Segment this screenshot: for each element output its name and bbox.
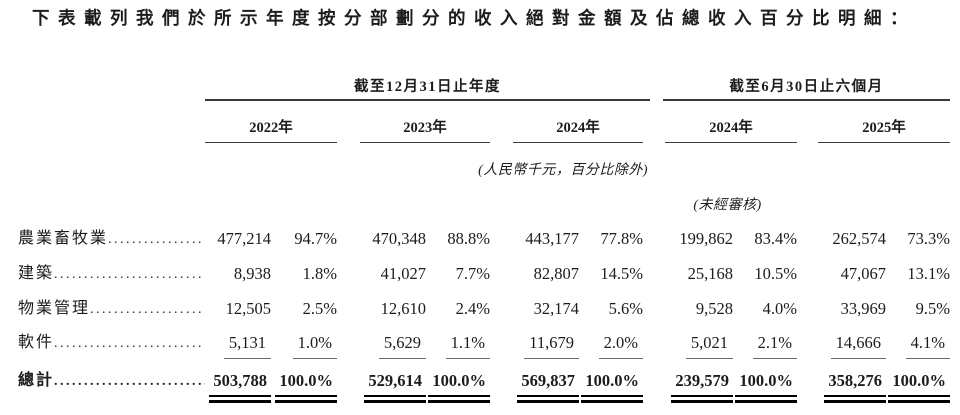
- table-cell: 477,214: [217, 229, 271, 248]
- year-header-2025-interim: 2025年: [862, 120, 906, 136]
- table-cell: 47,067: [840, 264, 886, 283]
- row-label: 農業畜牧業: [18, 230, 109, 247]
- year-rule: [513, 142, 643, 144]
- table-cell: 73.3%: [907, 229, 950, 248]
- table-cell: 2.0%: [579, 333, 643, 359]
- table-cell: 2.4%: [455, 299, 490, 318]
- annual-group-rule: [205, 99, 650, 101]
- unaudited-note: (未經審核): [693, 198, 762, 213]
- table-cell: 7.7%: [455, 264, 490, 283]
- row-label-cell: 農業畜牧業: [18, 229, 205, 250]
- dot-leader: [54, 372, 205, 392]
- table-cell: 4.0%: [762, 299, 797, 318]
- table-cell: 5,131: [205, 333, 271, 359]
- total-cell: 529,614: [360, 371, 426, 403]
- year-rule: [205, 142, 337, 144]
- table-cell: 14.5%: [600, 264, 643, 283]
- row-label: 建築: [18, 265, 55, 282]
- dot-leader: [108, 230, 205, 250]
- total-cell: 100.0%: [271, 371, 337, 403]
- column-group-annual-header: 截至12月31日止年度: [354, 79, 501, 95]
- table-cell: 9.5%: [915, 299, 950, 318]
- year-header-2024-interim: 2024年: [709, 120, 753, 136]
- table-cell: 262,574: [832, 229, 886, 248]
- row-label-cell: 建築: [18, 264, 205, 285]
- table-cell: 33,969: [840, 299, 886, 318]
- table-cell: 83.4%: [754, 229, 797, 248]
- column-group-interim-header: 截至6月30日止六個月: [729, 79, 884, 95]
- total-cell: 239,579: [665, 371, 733, 403]
- table-cell: 470,348: [372, 229, 426, 248]
- table-row-construction: 建築 8,938 1.8% 41,027 7.7% 82,807 14.5% 2…: [0, 264, 960, 286]
- table-cell: 25,168: [687, 264, 733, 283]
- table-row-total: 總計 503,788 100.0% 529,614 100.0% 569,837…: [0, 371, 960, 403]
- year-rule: [665, 142, 797, 144]
- dot-leader: [54, 265, 205, 285]
- table-cell: 32,174: [533, 299, 579, 318]
- total-cell: 503,788: [205, 371, 271, 403]
- table-row-software: 軟件 5,131 1.0% 5,629 1.1% 11,679 2.0% 5,0…: [0, 333, 960, 359]
- row-label-cell: 總計: [18, 371, 205, 392]
- table-cell: 41,027: [380, 264, 426, 283]
- table-cell: 5.6%: [608, 299, 643, 318]
- interim-group-rule: [663, 99, 950, 101]
- total-cell: 569,837: [513, 371, 579, 403]
- total-cell: 100.0%: [733, 371, 797, 403]
- table-cell: 12,505: [225, 299, 271, 318]
- table-cell: 14,666: [818, 333, 886, 359]
- row-label: 物業管理: [18, 300, 91, 317]
- table-cell: 199,862: [679, 229, 733, 248]
- table-cell: 10.5%: [754, 264, 797, 283]
- table-cell: 12,610: [380, 299, 426, 318]
- table-cell: 1.8%: [302, 264, 337, 283]
- table-cell: 4.1%: [886, 333, 950, 359]
- table-cell: 2.1%: [733, 333, 797, 359]
- table-row-property-management: 物業管理 12,505 2.5% 12,610 2.4% 32,174 5.6%…: [0, 299, 960, 321]
- table-cell: 8,938: [233, 264, 271, 283]
- table-cell: 1.1%: [426, 333, 490, 359]
- table-cell: 11,679: [513, 333, 579, 359]
- row-label-cell: 軟件: [18, 333, 205, 354]
- table-cell: 77.8%: [600, 229, 643, 248]
- table-cell: 5,629: [360, 333, 426, 359]
- year-header-2023: 2023年: [403, 120, 447, 136]
- table-cell: 2.5%: [302, 299, 337, 318]
- dot-leader: [54, 334, 205, 354]
- table-cell: 88.8%: [447, 229, 490, 248]
- year-rule: [818, 142, 950, 144]
- total-cell: 100.0%: [426, 371, 490, 403]
- intro-paragraph: 下表載列我們於所示年度按分部劃分的收入絕對金額及佔總收入百分比明細：: [32, 8, 916, 28]
- table-cell: 1.0%: [271, 333, 337, 359]
- table-cell: 82,807: [533, 264, 579, 283]
- table-cell: 94.7%: [294, 229, 337, 248]
- row-label: 軟件: [18, 334, 55, 351]
- table-cell: 5,021: [665, 333, 733, 359]
- table-cell: 9,528: [695, 299, 733, 318]
- total-cell: 358,276: [818, 371, 886, 403]
- table-row-agriculture: 農業畜牧業 477,214 94.7% 470,348 88.8% 443,17…: [0, 229, 960, 251]
- year-header-2022: 2022年: [249, 120, 293, 136]
- currency-unit-note: (人民幣千元，百分比除外): [478, 163, 648, 178]
- table-cell: 13.1%: [907, 264, 950, 283]
- year-rule: [360, 142, 490, 144]
- dot-leader: [90, 300, 205, 320]
- table-cell: 443,177: [525, 229, 579, 248]
- row-label: 總計: [18, 372, 55, 389]
- total-cell: 100.0%: [886, 371, 950, 403]
- year-header-2024: 2024年: [556, 120, 600, 136]
- total-cell: 100.0%: [579, 371, 643, 403]
- row-label-cell: 物業管理: [18, 299, 205, 320]
